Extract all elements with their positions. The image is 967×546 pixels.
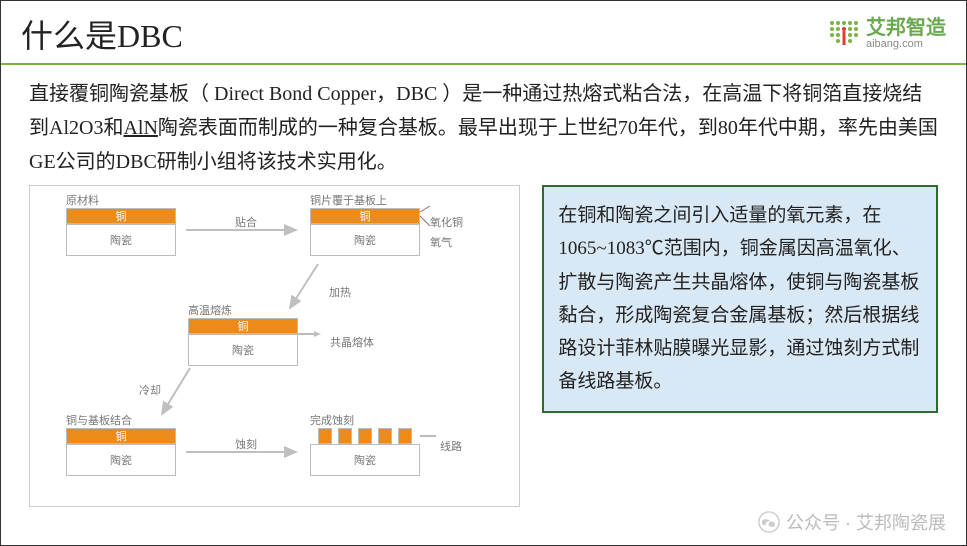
logo-icon <box>826 17 860 51</box>
watermark: 公众号 · 艾邦陶瓷展 <box>758 509 946 535</box>
intro-paragraph: 直接覆铜陶瓷基板（ Direct Bond Copper，DBC ）是一种通过热… <box>29 77 938 179</box>
brand-logo: 艾邦智造 aibang.com <box>826 17 946 51</box>
watermark-text: 公众号 · 艾邦陶瓷展 <box>786 509 946 535</box>
intro-underlined: AlN <box>123 117 157 139</box>
intro-post: 陶瓷表面而制成的一种复合基板。最早出现于上世纪70年代，到80年代中期，率先由美… <box>29 117 938 173</box>
logo-text: 艾邦智造 <box>866 18 946 38</box>
logo-subtext: aibang.com <box>866 38 946 50</box>
process-diagram: 原材料铜陶瓷铜片覆于基板上铜陶瓷高温熔炼铜陶瓷铜与基板结合铜陶瓷完成蚀刻陶瓷贴合… <box>29 185 520 507</box>
info-callout: 在铜和陶瓷之间引入适量的氧元素，在1065~1083℃范围内，铜金属因高温氧化、… <box>542 185 938 413</box>
wechat-icon <box>758 511 780 533</box>
page-title: 什么是DBC <box>21 11 183 57</box>
